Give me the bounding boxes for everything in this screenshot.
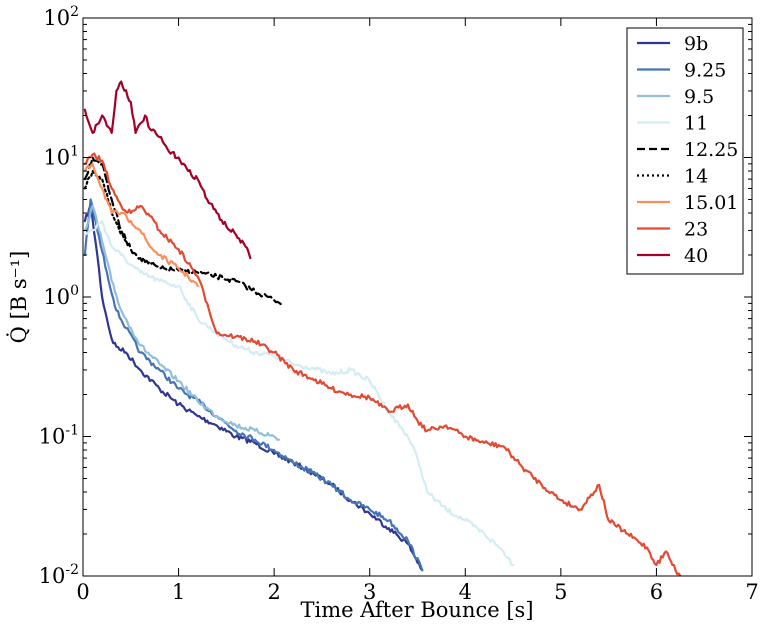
x-tick-label: 5 <box>554 580 567 604</box>
legend-label-11: 11 <box>684 113 708 135</box>
series-line-9.25 <box>83 198 424 572</box>
x-tick-label: 0 <box>76 580 89 604</box>
y-tick-label: 100 <box>43 283 79 309</box>
series-line-12.25 <box>83 156 285 306</box>
y-tick-label: 101 <box>43 144 79 170</box>
legend-label-12.25: 12.25 <box>684 139 738 161</box>
y-tick-label: 10-2 <box>39 562 79 588</box>
series-line-9.5 <box>83 204 280 441</box>
y-axis-title: Q̇ [B s⁻¹] <box>7 251 31 344</box>
series-line-11 <box>83 220 515 567</box>
y-tick-label: 102 <box>43 4 79 30</box>
series-line-40 <box>83 80 252 260</box>
series-layer <box>83 80 682 576</box>
legend: 9b 9.25 9.5 11 12.25 14 15.01 23 40 <box>626 27 744 275</box>
x-tick-label: 2 <box>267 580 280 604</box>
legend-label-15.01: 15.01 <box>684 192 738 214</box>
x-tick-label: 3 <box>363 580 376 604</box>
series-line-23 <box>83 152 682 576</box>
legend-label-9.25: 9.25 <box>684 60 726 82</box>
x-axis-title: Time After Bounce [s] <box>300 598 533 622</box>
x-tick-label: 4 <box>459 580 472 604</box>
series-line-14 <box>83 169 128 243</box>
y-tick-label: 10-1 <box>39 423 79 449</box>
legend-label-9.5: 9.5 <box>684 86 714 108</box>
x-tick-label: 7 <box>745 580 758 604</box>
x-tick-label: 1 <box>172 580 185 604</box>
series-line-15.01 <box>83 162 199 288</box>
legend-label-23: 23 <box>684 219 708 241</box>
legend-label-40: 40 <box>684 245 708 267</box>
legend-label-9b: 9b <box>684 33 708 55</box>
x-tick-label: 6 <box>650 580 663 604</box>
series-line-9b <box>83 204 424 572</box>
legend-label-14: 14 <box>684 166 708 188</box>
